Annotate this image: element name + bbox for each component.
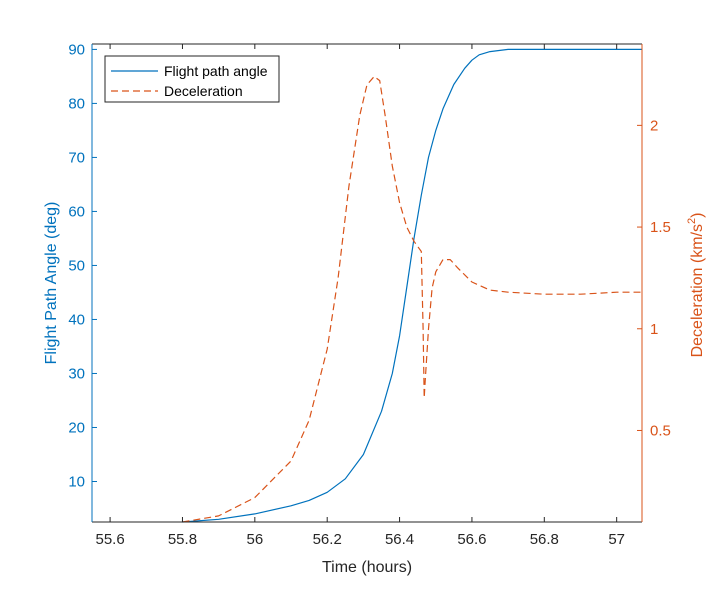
x-tick-label: 56.8 [530,531,559,548]
x-tick-label: 56.4 [385,531,414,548]
y-left-tick-label: 90 [68,41,85,58]
y-axis-right-label-suffix: ) [689,213,706,218]
y-left-tick-label: 60 [68,203,85,220]
plot-area [92,44,642,522]
legend-label-deceleration: Deceleration [164,83,243,99]
x-tick-label: 55.8 [168,531,197,548]
series-line-deceleration [182,75,642,523]
legend: Flight path angle Deceleration [104,55,280,103]
y-left-tick-label: 10 [68,473,85,490]
x-tick-label: 56.2 [313,531,342,548]
x-tick-label: 55.6 [95,531,124,548]
y-axis-right-label-main: Deceleration (km/s [689,224,706,357]
y-left-tick-label: 50 [68,257,85,274]
y-right-tick-label: 1.5 [650,219,671,236]
series-layer [182,48,642,523]
y-right-tick-label: 1 [650,321,658,338]
y-left-tick-label: 40 [68,311,85,328]
legend-label-flight-path-angle: Flight path angle [164,63,268,79]
y-left-tick-label: 20 [68,419,85,436]
axes-layer [91,43,643,523]
ticks-layer: 55.6 55.8 56 56.2 56.4 56.6 56.8 57 10 20 30 40 50 60… [68,41,671,548]
y-left-tick-label: 70 [68,149,85,166]
x-tick-label: 56.6 [457,531,486,548]
series-line-flight-path-angle [182,48,642,523]
y-axis-right-label: Deceleration (km/s2) [686,213,706,358]
y-axis-right-label-superscript: 2 [686,218,698,224]
y-right-tick-label: 2 [650,117,658,134]
y-left-tick-label: 30 [68,365,85,382]
y-right-tick-label: 0.5 [650,422,671,439]
y-axis-left-label: Flight Path Angle (deg) [43,202,60,365]
x-tick-label: 57 [608,531,625,548]
x-axis-label: Time (hours) [322,559,412,576]
x-tick-label: 56 [246,531,263,548]
legend-box [104,55,280,103]
y-left-tick-label: 80 [68,95,85,112]
